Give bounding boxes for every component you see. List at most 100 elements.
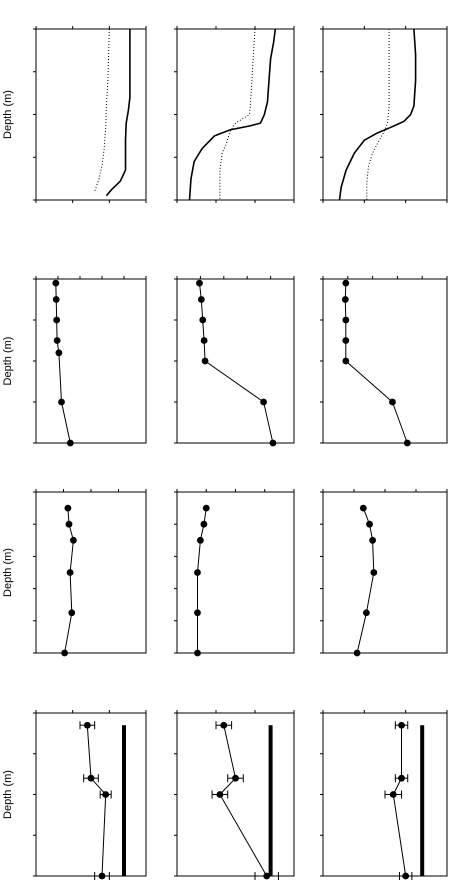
series-line-temperature [94, 28, 110, 192]
y-axis-title-activity: Depth (m) [2, 770, 14, 819]
data-point [341, 296, 349, 303]
data-point [61, 649, 68, 657]
panel-temperature_salinity-d3 [320, 26, 448, 203]
data-point [260, 398, 267, 406]
data-point [363, 609, 370, 617]
data-point [269, 439, 277, 447]
y-axis-ticks [174, 491, 177, 654]
y-axis-ticks [174, 278, 177, 444]
plot-frame [176, 278, 295, 444]
data-point [263, 872, 271, 880]
panel-activity-d3 [320, 710, 448, 880]
data-point [53, 316, 61, 324]
panel-chl_a-c2 [174, 489, 295, 657]
y-axis-title-chl_a: Depth (m) [2, 548, 14, 597]
plot-frame [176, 712, 295, 877]
data-point [52, 296, 60, 303]
data-point [102, 791, 110, 798]
data-point [202, 504, 210, 512]
plot-frame [176, 28, 295, 201]
panel-nitrate-d3 [320, 276, 448, 447]
panel-temperature_salinity-b2 [33, 26, 147, 203]
y-axis-ticks [320, 712, 323, 877]
data-point [58, 398, 65, 406]
data-point [370, 569, 378, 576]
top-axis-ticks [35, 276, 147, 279]
top-axis-ticks [35, 489, 147, 492]
y-axis-ticks [33, 278, 36, 444]
top-axis-ticks [35, 26, 147, 29]
top-axis-ticks [176, 276, 295, 279]
data-point [196, 279, 203, 287]
series-line-salinity [105, 29, 131, 197]
series-line-profile [344, 283, 408, 444]
data-point [68, 609, 76, 617]
data-point [359, 504, 367, 512]
plot-frame [322, 491, 448, 654]
data-point [98, 872, 106, 880]
series-line-profile [199, 283, 274, 444]
plot-frame [35, 712, 147, 877]
series-line-temperature [219, 28, 256, 200]
series-line-salinity [188, 28, 277, 201]
panel-nitrate-c2 [174, 276, 295, 447]
data-point [342, 279, 350, 287]
data-point [194, 569, 201, 576]
series-line-profile [64, 508, 74, 654]
series-line-salinity [338, 28, 417, 201]
series-line-profile [55, 283, 71, 444]
data-point [366, 520, 373, 528]
panel-nitrate-b2 [33, 276, 147, 447]
data-point [389, 791, 397, 798]
data-point [199, 316, 207, 324]
series-line-profile [356, 507, 375, 654]
data-point [197, 536, 204, 544]
data-point [201, 357, 209, 365]
series-line-profile [86, 725, 107, 877]
y-axis-ticks [174, 28, 177, 201]
data-point [353, 649, 361, 657]
data-point [398, 774, 405, 782]
plot-frame [35, 491, 147, 654]
data-point [200, 337, 208, 344]
data-point [83, 721, 91, 729]
data-point [342, 337, 350, 344]
plot-frame [35, 278, 147, 444]
panel-activity-b2 [33, 710, 147, 880]
series-line-profile [392, 725, 407, 877]
data-point [342, 357, 350, 365]
top-axis-ticks [322, 276, 448, 279]
panel-temperature_salinity-c2 [174, 26, 295, 203]
series-line-temperature [366, 29, 390, 200]
data-point [66, 439, 74, 447]
panel-chl_a-d3 [320, 489, 448, 657]
top-axis-ticks [35, 710, 147, 713]
panel-activity-c2 [174, 710, 295, 880]
plot-frame [322, 278, 448, 444]
y-axis-title-nitrate: Depth (m) [2, 337, 14, 386]
y-axis-ticks [320, 278, 323, 444]
plot-frame [322, 28, 448, 201]
series-line-profile [197, 508, 207, 653]
bottom-axis-ticks [176, 200, 295, 203]
data-point [65, 520, 73, 528]
y-axis-ticks [320, 28, 323, 201]
data-point [52, 279, 60, 287]
y-axis-title-temperature_salinity: Depth (m) [2, 90, 14, 139]
data-point [200, 520, 208, 528]
data-point [53, 337, 61, 344]
data-point [194, 649, 201, 657]
data-point [232, 774, 239, 782]
data-point [216, 791, 224, 798]
data-point [66, 569, 74, 576]
y-axis-ticks [33, 28, 36, 201]
data-point [194, 609, 201, 617]
data-point [389, 398, 396, 406]
data-point [87, 774, 95, 782]
data-point [342, 316, 350, 324]
data-point [403, 439, 411, 447]
y-axis-ticks [33, 712, 36, 877]
series-line-profile [219, 725, 268, 877]
y-axis-ticks [174, 712, 177, 877]
